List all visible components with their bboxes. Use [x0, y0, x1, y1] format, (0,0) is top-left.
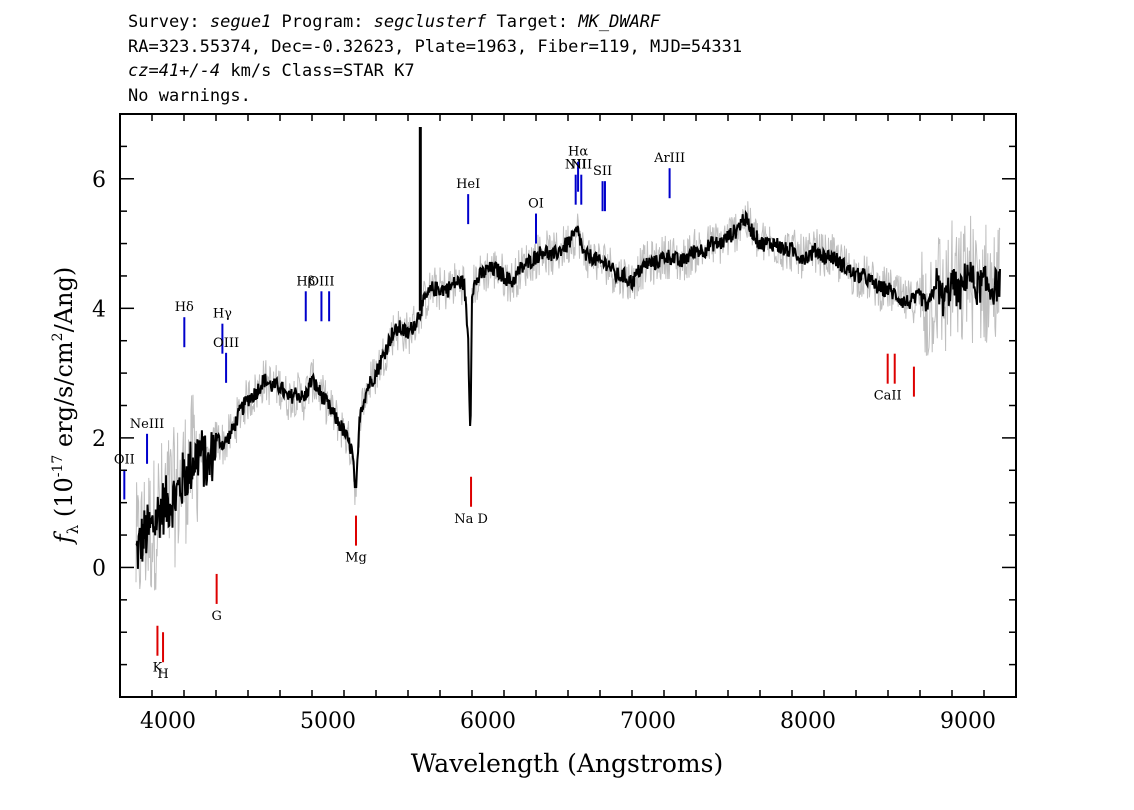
y-tick-label: 0 [92, 556, 106, 581]
emission-line-label: Hα [568, 145, 588, 160]
header-line-coordinates: RA=323.55374, Dec=-0.32623, Plate=1963, … [128, 36, 743, 57]
absorption-line-label: K [153, 661, 163, 676]
absorption-line-label: G [211, 609, 221, 624]
y-tick-label: 6 [92, 168, 106, 193]
emission-line-label: NII [565, 158, 587, 173]
spectrum-header: Survey: segue1 Program: segclusterf Targ… [128, 10, 742, 108]
header-line-survey: Survey: segue1 Program: segclusterf Targ… [128, 10, 742, 35]
y-tick-label: 2 [92, 427, 106, 452]
absorption-line-label: H [157, 667, 168, 682]
emission-line-label: Hγ [213, 307, 232, 322]
axis-ticks: 4000 5000 6000 7000 8000 9000 0 2 4 6 [92, 113, 1017, 734]
x-tick-label: 7000 [620, 709, 676, 734]
x-axis-label: Wavelength (Angstroms) [411, 749, 723, 778]
emission-line-label: ArIII [653, 151, 685, 166]
survey-value: segue1 [209, 12, 272, 32]
emission-line-label: NII [570, 158, 592, 173]
emission-line-label: NeIII [130, 417, 164, 432]
y-label-sub: λ [64, 524, 82, 534]
emission-line-label: OIII [213, 336, 239, 351]
y-tick-label: 4 [92, 297, 106, 322]
flux-series [135, 209, 1001, 569]
x-tick-label: 4000 [140, 709, 196, 734]
emission-line-label: Hδ [175, 300, 194, 315]
flux-layer [135, 126, 1001, 569]
absorption-line-label: CaII [874, 389, 902, 404]
emission-line-label: OII [114, 452, 135, 467]
program-label: Program: [271, 12, 374, 32]
program-value: segclusterf [373, 12, 487, 32]
target-label: Target: [486, 12, 579, 32]
emission-line-label: OIII [308, 274, 334, 289]
absorption-line-label: Mg [345, 551, 367, 566]
cz-value: cz=41+/-4 [128, 61, 221, 81]
emission-line-label: Hβ [296, 274, 315, 289]
y-label-exp: -17 [50, 455, 66, 478]
x-tick-label: 5000 [300, 709, 356, 734]
y-label-part1: (10 [50, 477, 78, 525]
y-label-exp2: 2 [50, 332, 66, 341]
y-label-part3: /Ang) [50, 267, 78, 333]
header-line-warnings: No warnings. [128, 85, 251, 106]
error-band [135, 201, 1001, 591]
class-value: km/s Class=STAR K7 [220, 61, 415, 81]
error-series [135, 201, 1001, 591]
absorption-line-label: Na D [454, 512, 488, 527]
header-line-redshift: cz=41+/-4 km/s Class=STAR K7 [128, 59, 742, 84]
x-tick-label: 8000 [780, 709, 836, 734]
y-axis-label: fλ (10-17 erg/s/cm2/Ang) [50, 267, 82, 545]
emission-line-label: SII [593, 164, 612, 179]
emission-line-label: OI [528, 197, 544, 212]
x-tick-label: 9000 [940, 709, 996, 734]
y-label-part2: erg/s/cm [50, 341, 78, 455]
survey-label: Survey: [128, 12, 210, 32]
x-tick-label: 6000 [460, 709, 516, 734]
target-value: MK_DWARF [578, 12, 661, 32]
emission-line-label: HeI [456, 177, 480, 192]
